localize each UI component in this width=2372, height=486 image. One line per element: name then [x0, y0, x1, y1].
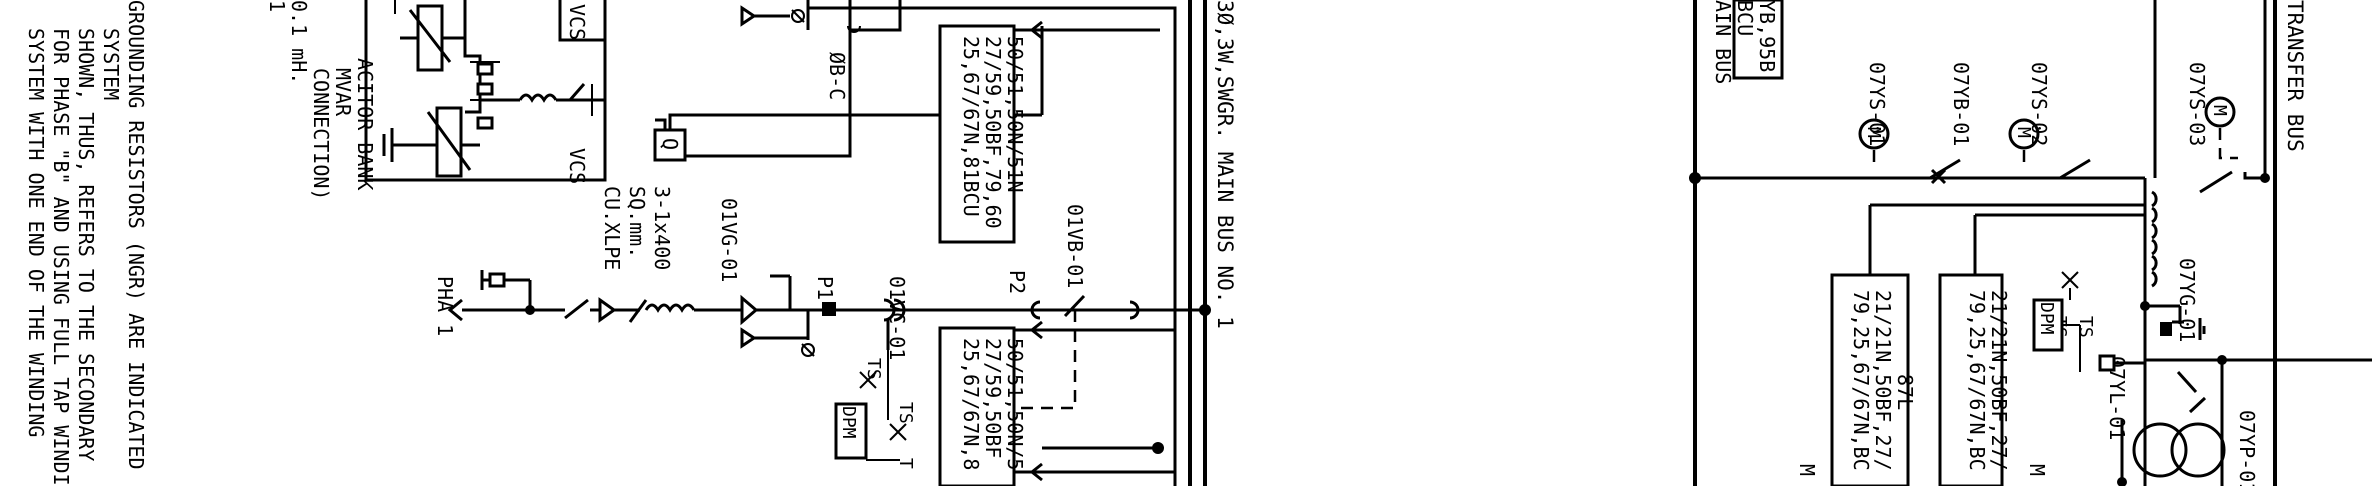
notes-block: GROUNDING RESISTORS (NGR) ARE INDICATED …	[24, 0, 148, 486]
motor-label-2: M	[2013, 127, 2034, 138]
ct-stack	[2151, 190, 2158, 288]
left-feeder: Q ØB-C 50/51,50N/51N 27/59,50BF,79,60 25…	[433, 0, 1211, 486]
note-line-5: SYSTEM WITH ONE END OF THE WINDING	[24, 28, 48, 437]
relay-b-line-1: 21/21N,50BF,27/	[1987, 290, 2011, 471]
reactor-coil	[480, 83, 605, 116]
note-line-4: FOR PHASE "B" AND USING FULL TAP WINDING	[49, 28, 73, 486]
relay-top-line-2: 27/59,50BF,79,60	[981, 36, 1005, 229]
q-meter-label: Q	[658, 138, 682, 150]
relay-b-line-2: 79,25,67/67N,BC	[1965, 290, 1989, 471]
note-line-3: SHOWN, THUS, REFERS TO THE SECONDARY	[74, 28, 98, 461]
phase-b-label: ØB-C	[825, 52, 849, 100]
relay-a-line-1: 87L	[1893, 374, 1917, 410]
bcu-box-line-1: YB,95B	[1755, 0, 1779, 72]
note-line-2: SYSTEM	[99, 28, 123, 100]
p1-label: P1	[813, 276, 837, 300]
arrow-symbol-top	[740, 5, 757, 27]
cable-label-1: CU.XLPE	[600, 186, 624, 270]
relay-bottom-line-2: 27/59,50BF	[981, 338, 1005, 458]
relay-a-line-3: 79,25,67/67N,BC	[1849, 290, 1873, 471]
capacitor-bank: ACITOR BANK MVAR CONNECTION) 0.1 mH. 1	[265, 0, 607, 200]
p2-label: P2	[1005, 270, 1029, 294]
m-fragment-2: M	[2025, 464, 2049, 476]
ts-label-2: TS	[895, 402, 916, 424]
m-fragment-1: M	[1795, 464, 1819, 476]
switch-label-yb01: 07YB-01	[1949, 62, 1973, 146]
bcu-box	[1732, 0, 1784, 80]
vb-label: 01VB-01	[1063, 204, 1087, 288]
capacitor-unit-bottom	[382, 106, 480, 178]
motor-label-1: M	[1863, 127, 1884, 138]
ground-symbol-top	[791, 9, 805, 23]
ts-right-2: TS	[2075, 316, 2096, 338]
main-bus-fragment: AIN BUS	[1711, 0, 1735, 84]
motor-operator-1: M	[1858, 118, 1890, 170]
relay-bottom-line-1: 50/51,50N/5	[1003, 338, 1027, 470]
relay-bottom-line-3: 25,67/67N,8	[959, 338, 983, 470]
switch-label-ys03: 07YS-03	[2185, 62, 2209, 146]
right-section: YB,95B BCU AIN BUS 07YS-01 07YB-01 07YS-…	[1689, 0, 2372, 486]
cable-label-2: SQ.mm.	[625, 186, 649, 258]
relay-panel-bottom	[938, 326, 1016, 486]
vcs-label-mid: VCS	[565, 148, 589, 184]
bcu-box-line-2: BCU	[1733, 0, 1757, 36]
transfer-bus-label: TRANSFER BUS	[2283, 0, 2307, 152]
note-line-1: GROUNDING RESISTORS (NGR) ARE INDICATED	[124, 0, 148, 470]
capacitor-label-4: 0.1 mH.	[287, 0, 311, 84]
dpm-box-right	[2032, 298, 2064, 352]
cable-label-3: 3-1x400	[650, 186, 674, 270]
relay-top-line-1: 50/51,50N/51N	[1003, 36, 1027, 193]
capacitor-fuses	[470, 61, 500, 130]
relay-top-line-3: 25,67/67N,81BCU	[959, 36, 983, 217]
relay-panel-top	[938, 24, 1016, 244]
capacitor-label-5: 1	[265, 0, 289, 12]
q-meter-box	[653, 128, 687, 162]
t-label-left: T	[895, 458, 916, 469]
yp-label: 07YP-01	[2235, 410, 2259, 486]
dpm-label-right: DPM	[2036, 302, 2057, 335]
main-bus-label: 3Ø,3W,SWGR. MAIN BUS NO. 1	[1213, 0, 1237, 329]
motor-operator-3: M	[2204, 96, 2238, 160]
motor-operator-2: M	[2008, 118, 2040, 170]
vg-label: 01VG-01	[717, 198, 741, 282]
ts-label-1: TS	[863, 358, 884, 380]
capacitor-label-2: MVAR	[331, 68, 355, 117]
relay-a-line-2: 21/21N,50BF,27/	[1871, 290, 1895, 471]
dpm-box-left	[834, 402, 868, 460]
capacitor-unit-top	[394, 0, 465, 72]
main-bus-1: 3Ø,3W,SWGR. MAIN BUS NO. 1	[1188, 0, 1237, 486]
relay-panel-right-b	[1938, 273, 2004, 486]
yg-label: 07YG-01	[2175, 258, 2199, 342]
motor-label-3: M	[2209, 105, 2230, 116]
switch-label-ys01: 07YS-01	[1865, 62, 1889, 146]
relay-panel-right-a	[1830, 273, 1910, 486]
dpm-label-left: DPM	[838, 406, 859, 439]
capacitor-label-3: CONNECTION)	[309, 68, 333, 200]
vcs-label-top: VCS	[565, 4, 589, 40]
